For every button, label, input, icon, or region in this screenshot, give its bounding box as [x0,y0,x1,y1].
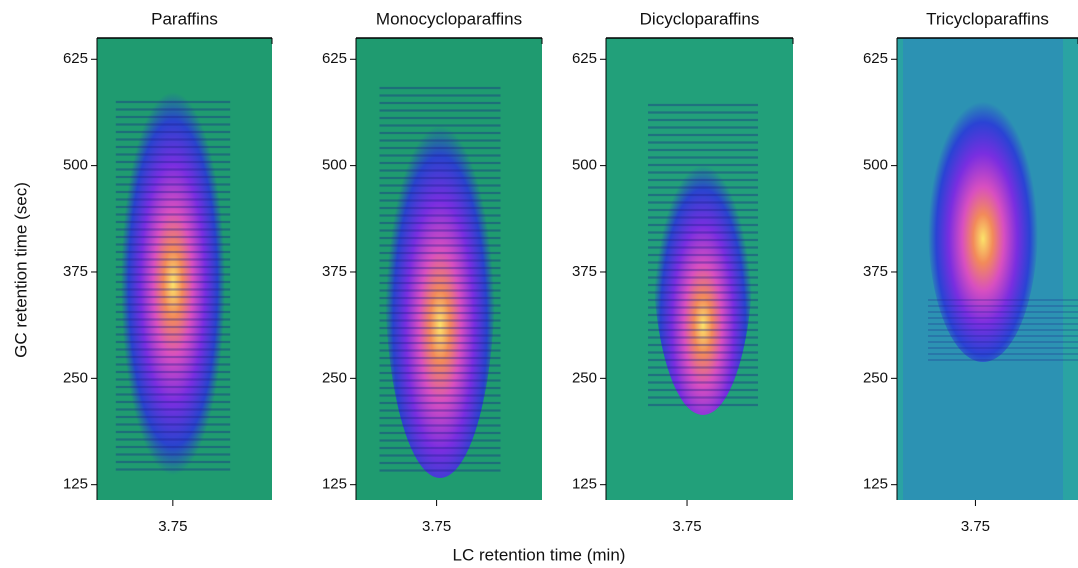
y-tick-label: 625 [863,50,888,67]
x-tick-label: 3.75 [961,518,990,535]
y-tick-label: 125 [322,476,347,493]
y-axis-label: GC retention time (sec) [11,182,30,358]
y-tick-label: 250 [863,369,888,386]
y-tick-label: 500 [572,157,597,174]
y-tick-label: 125 [863,476,888,493]
y-tick-label: 375 [322,263,347,280]
heatmap-layer [903,38,1078,500]
x-tick-label: 3.75 [672,518,701,535]
x-axis-label: LC retention time (min) [453,545,626,564]
y-tick-label: 250 [572,369,597,386]
heatmap-layer [648,95,758,415]
y-tick-label: 500 [322,157,347,174]
y-tick-label: 125 [572,476,597,493]
y-tick-label: 375 [572,263,597,280]
y-tick-label: 500 [863,157,888,174]
y-tick-label: 625 [63,50,88,67]
y-tick-label: 375 [863,263,888,280]
y-tick-label: 375 [63,263,88,280]
panel-title: Monocycloparaffins [376,9,522,28]
panel-title: Tricycloparaffins [926,9,1049,28]
heatmap-layer [379,78,501,478]
y-tick-label: 625 [322,50,347,67]
intensity-blob [653,95,753,415]
intensity-blob [121,92,225,475]
y-tick-label: 625 [572,50,597,67]
y-tick-label: 250 [322,369,347,386]
panel-title: Paraffins [151,9,218,28]
intensity-blob [385,78,495,478]
y-tick-label: 125 [63,476,88,493]
y-tick-label: 250 [63,369,88,386]
panel-title: Dicycloparaffins [640,9,760,28]
y-tick-label: 500 [63,157,88,174]
x-tick-label: 3.75 [422,518,451,535]
intensity-blob [928,88,1038,362]
heatmap-layer [115,92,231,475]
x-tick-label: 3.75 [158,518,187,535]
